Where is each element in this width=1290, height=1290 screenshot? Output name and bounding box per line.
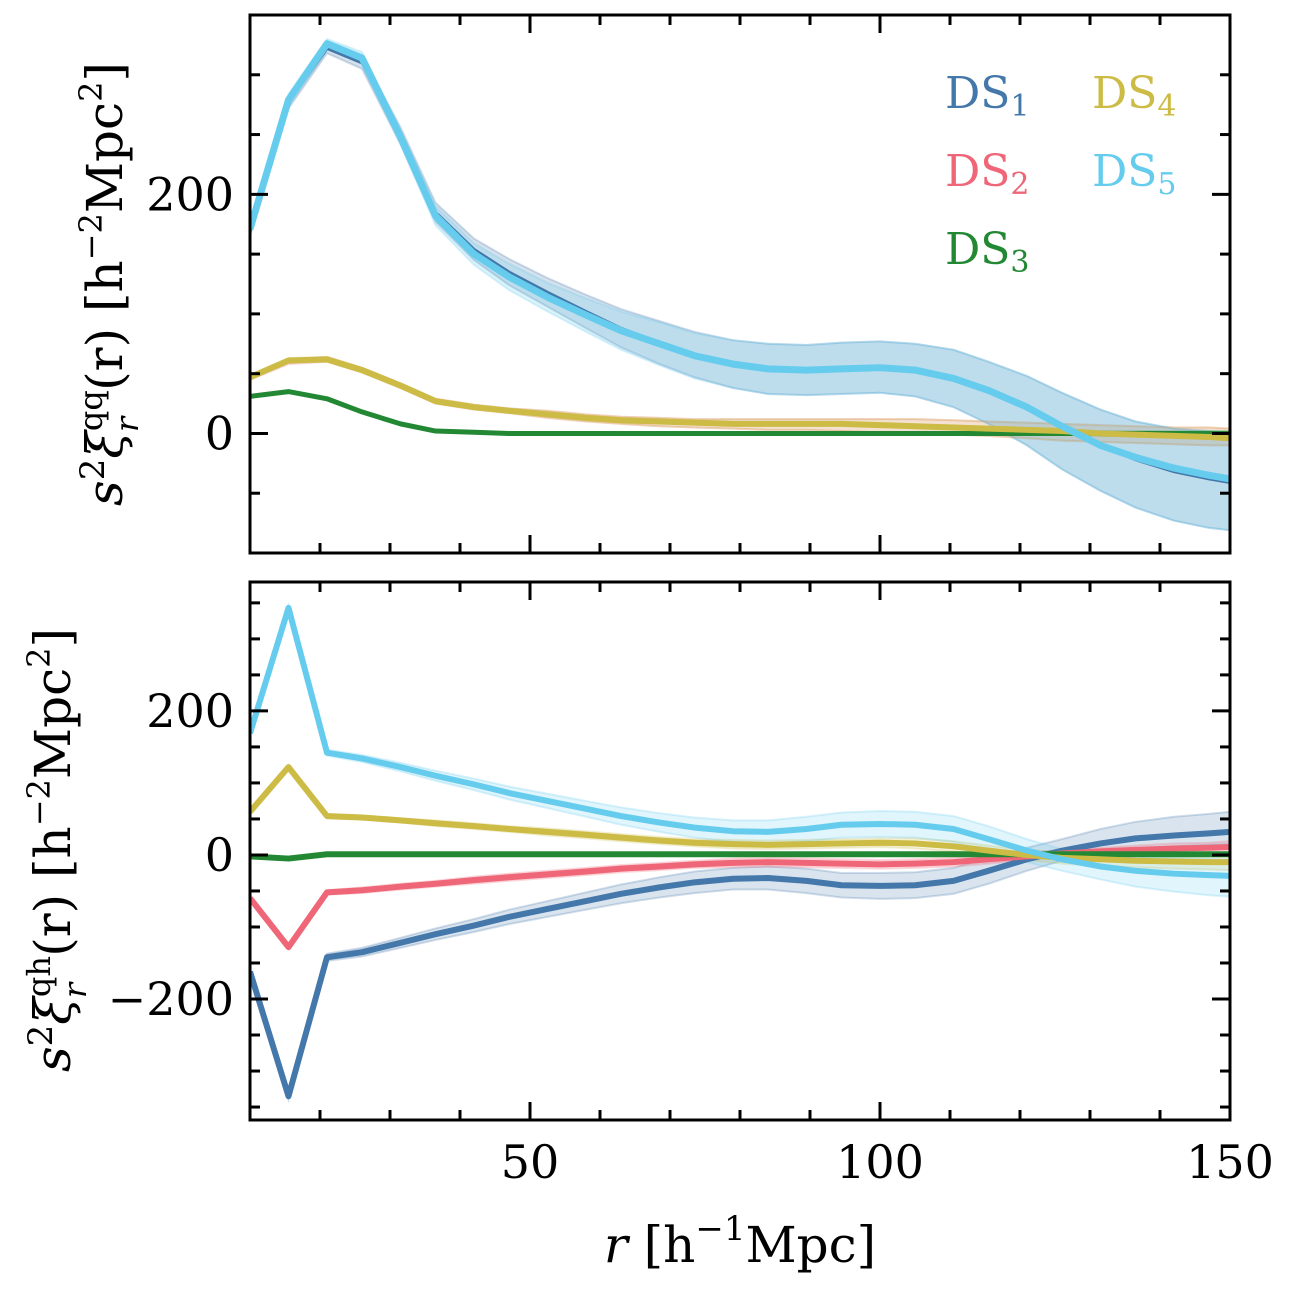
top-panel: 0 200 s2ξqqr(r) [h−2Mpc2] DS1 DS2 DS3 DS4…	[72, 13, 1232, 555]
top-series-lines	[250, 40, 1230, 484]
bot-y-tick-label: −200	[108, 972, 234, 1026]
top-y-tick-labels: 0 200	[146, 167, 234, 460]
legend-item-ds2: DS2	[945, 146, 1030, 202]
top-y-tick-label: 0	[205, 406, 234, 460]
x-axis-label: r [h−1Mpc]	[604, 1209, 876, 1274]
top-ticks	[250, 13, 1232, 555]
bot-line-ds1	[250, 828, 1230, 1100]
bottom-y-tick-labels: −200 0 200	[108, 684, 234, 1026]
x-tick-label: 50	[501, 1135, 560, 1189]
legend-item-ds1: DS1	[945, 68, 1030, 124]
top-confidence-bands	[250, 37, 1230, 532]
top-line-ds5	[250, 40, 1230, 483]
x-tick-label: 150	[1186, 1135, 1274, 1189]
top-band-ds5	[250, 37, 1230, 532]
bottom-panel: −200 0 200 50 100 150 s2ξqhr(r) [h−2Mpc2] r …	[20, 580, 1274, 1274]
top-band-ds1	[250, 40, 1230, 532]
x-tick-label: 100	[836, 1135, 924, 1189]
bottom-y-axis-label: s2ξqhr(r) [h−2Mpc2]	[20, 628, 94, 1072]
bottom-series-lines	[250, 604, 1230, 1100]
top-y-tick-label: 200	[146, 167, 234, 221]
legend-item-ds4: DS4	[1092, 68, 1177, 124]
bot-y-tick-label: 200	[146, 684, 234, 738]
bot-y-tick-label: 0	[205, 828, 234, 882]
x-tick-labels: 50 100 150	[501, 1135, 1274, 1189]
bottom-ticks	[250, 582, 1232, 1120]
legend-item-ds5: DS5	[1092, 146, 1177, 202]
bot-line-ds3	[250, 851, 1230, 862]
top-y-axis-label: s2ξqqr(r) [h−2Mpc2]	[72, 62, 146, 506]
legend-item-ds3: DS3	[945, 224, 1030, 280]
bot-line-ds5	[250, 604, 1230, 879]
bot-line-ds4	[250, 764, 1230, 866]
bot-band-ds1	[250, 810, 1230, 1104]
legend: DS1 DS2 DS3 DS4 DS5	[945, 68, 1177, 280]
top-band-ds4	[250, 355, 1230, 447]
top-band-ds2	[250, 355, 1230, 447]
